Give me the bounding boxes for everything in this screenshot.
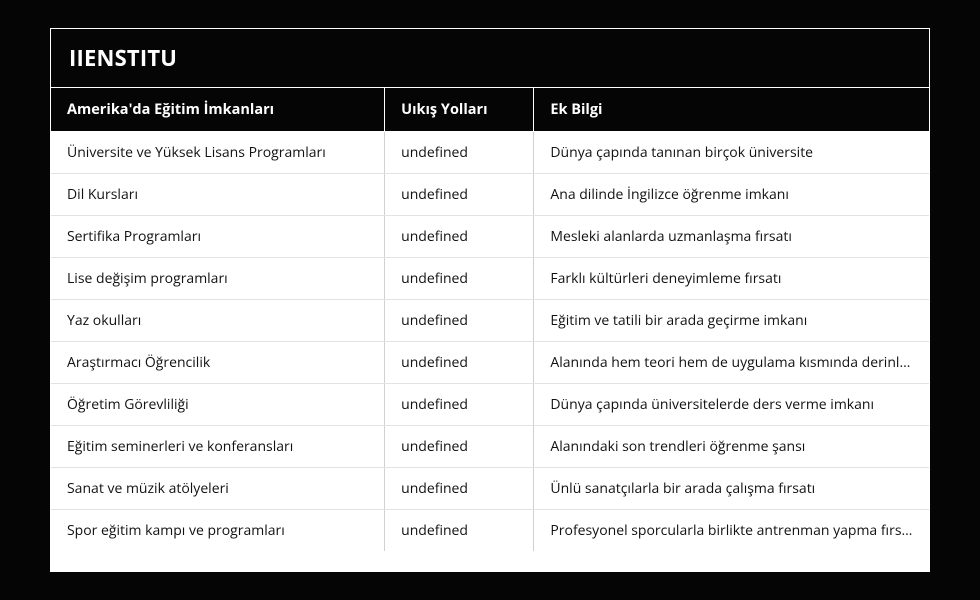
col-header-1: Uıkış Yolları: [385, 88, 534, 132]
cell: Üniversite ve Yüksek Lisans Programları: [51, 132, 385, 174]
table-body: Üniversite ve Yüksek Lisans Programlarıu…: [51, 132, 929, 552]
cell: Lise değişim programları: [51, 258, 385, 300]
cell: Yaz okulları: [51, 300, 385, 342]
table-header-row: Amerika'da Eğitim İmkanları Uıkış Yollar…: [51, 88, 929, 132]
cell: undefined: [385, 216, 534, 258]
cell: undefined: [385, 384, 534, 426]
table-row: Dil KurslarıundefinedAna dilinde İngiliz…: [51, 174, 929, 216]
cell: Farklı kültürleri deneyimleme fırsatı: [534, 258, 929, 300]
data-table: Amerika'da Eğitim İmkanları Uıkış Yollar…: [51, 88, 929, 551]
cell: Eğitim seminerleri ve konferansları: [51, 426, 385, 468]
cell: undefined: [385, 426, 534, 468]
table-row: Öğretim GörevliliğiundefinedDünya çapınd…: [51, 384, 929, 426]
table-row: Yaz okullarıundefinedEğitim ve tatili bi…: [51, 300, 929, 342]
cell: Eğitim ve tatili bir arada geçirme imkan…: [534, 300, 929, 342]
table-title: IIENSTITU: [51, 29, 929, 88]
cell: Araştırmacı Öğrencilik: [51, 342, 385, 384]
cell: Dünya çapında üniversitelerde ders verme…: [534, 384, 929, 426]
table-row: Üniversite ve Yüksek Lisans Programlarıu…: [51, 132, 929, 174]
col-header-0: Amerika'da Eğitim İmkanları: [51, 88, 385, 132]
table-row: Spor eğitim kampı ve programlarıundefine…: [51, 510, 929, 552]
cell: Spor eğitim kampı ve programları: [51, 510, 385, 552]
cell: Sanat ve müzik atölyeleri: [51, 468, 385, 510]
cell: undefined: [385, 132, 534, 174]
cell: undefined: [385, 258, 534, 300]
col-header-2: Ek Bilgi: [534, 88, 929, 132]
cell: Dil Kursları: [51, 174, 385, 216]
table-row: Araştırmacı ÖğrencilikundefinedAlanında …: [51, 342, 929, 384]
cell: Alanındaki son trendleri öğrenme şansı: [534, 426, 929, 468]
cell: Alanında hem teori hem de uygulama kısmı…: [534, 342, 929, 384]
table-row: Eğitim seminerleri ve konferanslarıundef…: [51, 426, 929, 468]
cell: undefined: [385, 300, 534, 342]
cell: undefined: [385, 174, 534, 216]
cell: Mesleki alanlarda uzmanlaşma fırsatı: [534, 216, 929, 258]
table-row: Sertifika ProgramlarıundefinedMesleki al…: [51, 216, 929, 258]
cell: Dünya çapında tanınan birçok üniversite: [534, 132, 929, 174]
cell: Sertifika Programları: [51, 216, 385, 258]
cell: Öğretim Görevliliği: [51, 384, 385, 426]
education-table: IIENSTITU Amerika'da Eğitim İmkanları Uı…: [50, 28, 930, 572]
table-row: Lise değişim programlarıundefinedFarklı …: [51, 258, 929, 300]
cell: Profesyonel sporcularla birlikte antrenm…: [534, 510, 929, 552]
table-row: Sanat ve müzik atölyeleriundefinedÜnlü s…: [51, 468, 929, 510]
cell: undefined: [385, 510, 534, 552]
cell: Ana dilinde İngilizce öğrenme imkanı: [534, 174, 929, 216]
cell: undefined: [385, 342, 534, 384]
cell: Ünlü sanatçılarla bir arada çalışma fırs…: [534, 468, 929, 510]
cell: undefined: [385, 468, 534, 510]
